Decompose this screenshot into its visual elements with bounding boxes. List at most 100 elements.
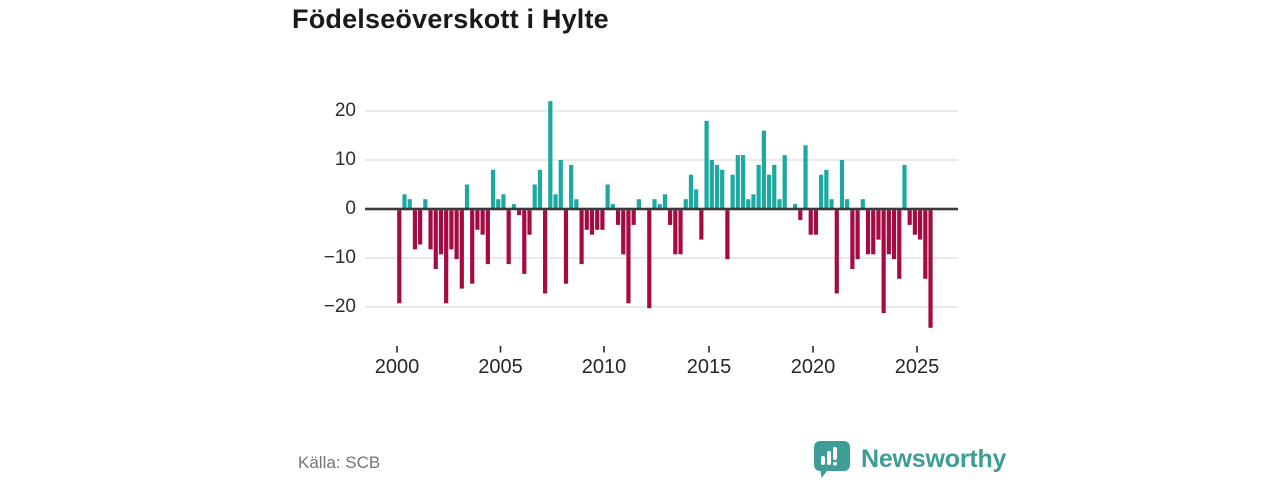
bar (746, 199, 751, 209)
bar (501, 194, 506, 209)
bar (740, 155, 746, 209)
newsworthy-logo: Newsworthy (812, 439, 1006, 479)
bar (589, 210, 595, 235)
bar (631, 210, 636, 225)
bar (511, 204, 516, 209)
bar (855, 210, 860, 260)
bar (850, 210, 855, 269)
y-tick-label: 0 (345, 198, 356, 219)
bar (516, 210, 522, 216)
bar (470, 210, 475, 284)
bar (808, 210, 813, 235)
bar (537, 169, 543, 209)
y-tick-label: −20 (323, 296, 356, 317)
bar (397, 210, 402, 304)
bar (714, 164, 720, 209)
bar (891, 210, 897, 260)
bar (897, 210, 902, 279)
bar (694, 189, 699, 209)
bar (574, 199, 579, 209)
bar (881, 210, 886, 314)
bar (683, 199, 688, 209)
bar (527, 210, 532, 235)
bar (558, 160, 563, 209)
bar (761, 130, 766, 209)
bar (563, 210, 569, 284)
bar (688, 174, 694, 209)
bar (626, 210, 631, 304)
bar (798, 210, 803, 220)
bar (444, 210, 449, 304)
bar (845, 199, 850, 209)
bar (423, 199, 428, 209)
bar (777, 199, 782, 209)
bar (824, 169, 829, 209)
bar (730, 174, 735, 209)
y-tick-label: 10 (334, 149, 356, 170)
bar (782, 155, 787, 209)
bar (569, 164, 574, 209)
bar (699, 210, 704, 240)
bar (756, 164, 761, 209)
bar (475, 210, 480, 230)
bar (673, 210, 678, 255)
bar (605, 184, 610, 209)
bar (860, 199, 865, 209)
bar (454, 210, 459, 260)
bar (735, 155, 740, 209)
bar (720, 169, 725, 209)
bar (490, 169, 496, 209)
bar (871, 210, 876, 255)
bar (506, 210, 511, 265)
x-tick-label: 2005 (478, 356, 523, 378)
bar (480, 210, 485, 235)
bar (485, 210, 490, 265)
bar (813, 210, 819, 235)
bar (553, 194, 558, 209)
bar (433, 210, 438, 269)
bar (647, 210, 652, 309)
bar (668, 210, 673, 225)
bar (418, 210, 423, 245)
bar (459, 210, 464, 289)
bar (407, 199, 412, 209)
bar (621, 210, 626, 255)
bar (803, 145, 808, 209)
bar (834, 210, 839, 294)
bar (496, 199, 501, 209)
bar (865, 210, 871, 255)
bar (751, 194, 756, 209)
bar (725, 210, 730, 260)
bar (464, 184, 470, 209)
source-note: Källa: SCB (298, 453, 381, 472)
bar (543, 210, 548, 294)
bar (579, 210, 584, 265)
bar (595, 210, 600, 230)
bar (907, 210, 912, 225)
bar (766, 174, 772, 209)
bar (876, 210, 881, 240)
bar (584, 210, 589, 230)
bar (678, 210, 683, 255)
bar (652, 199, 657, 209)
x-tick-label: 2015 (686, 356, 732, 378)
bar (657, 204, 662, 209)
y-tick-label: −10 (323, 247, 356, 268)
x-axis-line (365, 207, 958, 211)
bar (902, 164, 907, 209)
x-tick-label: 2000 (374, 356, 420, 378)
bar (438, 210, 444, 255)
bar (522, 210, 527, 274)
bar-chart-speech-bubble-icon (814, 441, 850, 478)
bar (829, 199, 834, 209)
bar (532, 184, 537, 209)
bar (704, 120, 709, 209)
bar (709, 160, 714, 209)
bar (600, 210, 605, 230)
bar (402, 194, 407, 209)
y-tick-label: 20 (334, 100, 356, 121)
bar (923, 210, 928, 279)
bar (918, 210, 923, 240)
